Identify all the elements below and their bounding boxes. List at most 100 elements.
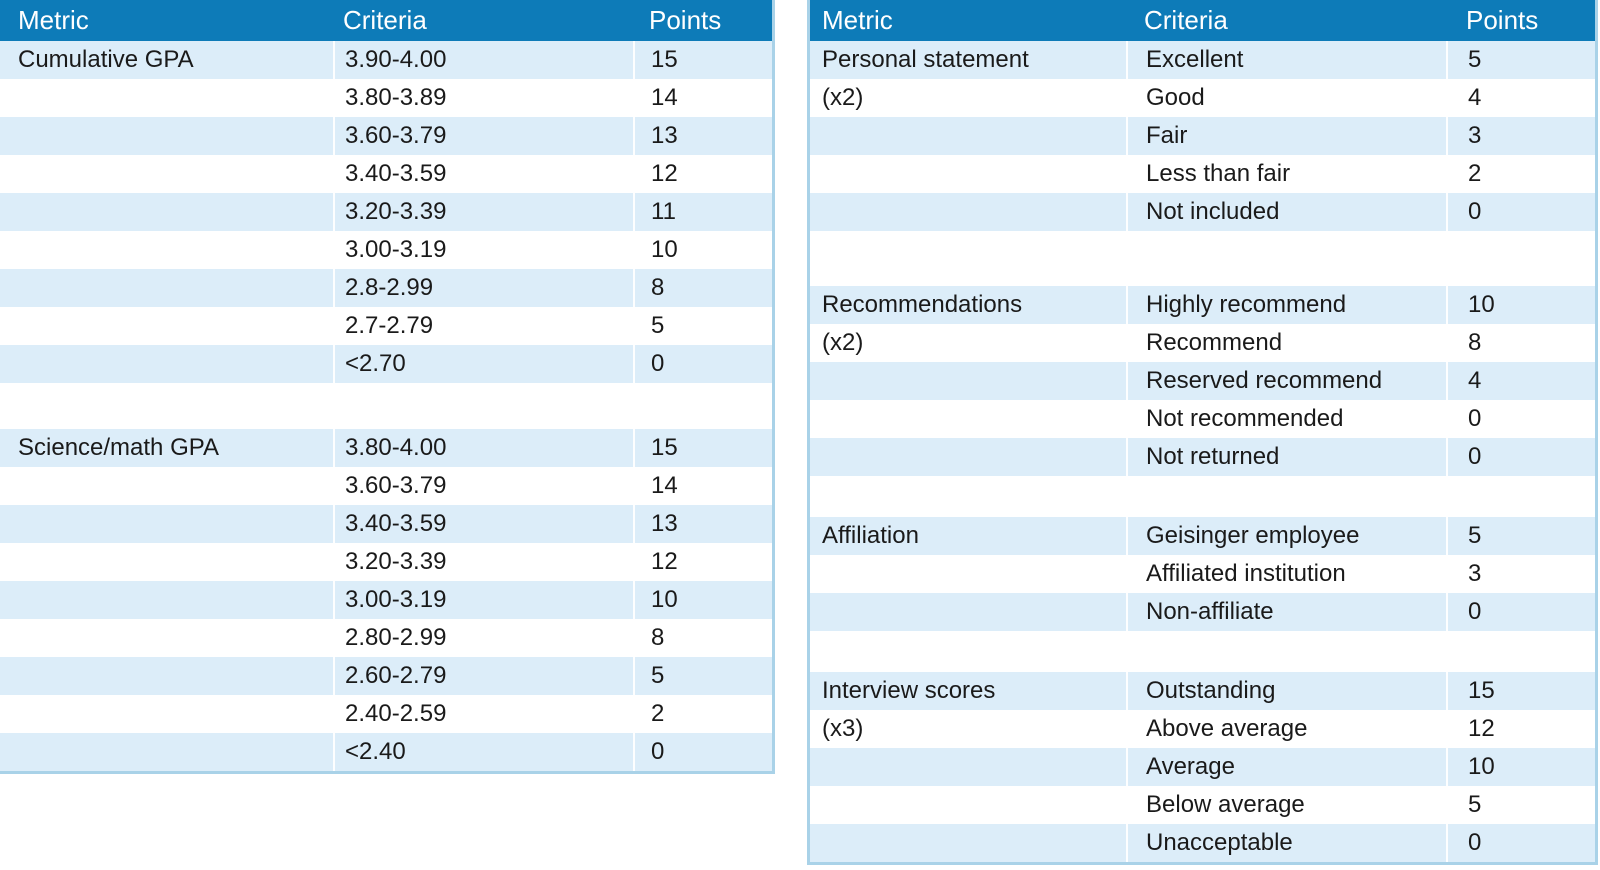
table-row: <2.70 0 [0, 345, 772, 383]
cell-points: 8 [1446, 324, 1595, 362]
header-cell-points: Points [649, 5, 722, 35]
table-row: Below average 5 [810, 786, 1595, 824]
cell-criteria: Geisinger employee [1126, 517, 1446, 555]
cell-points: 11 [633, 193, 772, 231]
cell-points: 12 [633, 155, 772, 193]
cell-points: 0 [633, 733, 772, 771]
cell-metric-empty [810, 193, 1126, 231]
table-row: 2.40-2.59 2 [0, 695, 772, 733]
table-row: 3.40-3.59 13 [0, 505, 772, 543]
cell-points: 5 [1446, 41, 1595, 79]
header-cell-metric: Metric [822, 5, 893, 35]
table-row: 3.80-3.89 14 [0, 79, 772, 117]
cell-points: 15 [633, 41, 772, 79]
cell-points: 5 [633, 657, 772, 695]
cell-metric-label: Affiliation [822, 522, 919, 549]
cell-points: 15 [633, 429, 772, 467]
table-row: Interview scores Outstanding 15 [810, 672, 1595, 710]
cell-metric-empty [0, 79, 333, 117]
cell-criteria: 2.60-2.79 [333, 657, 633, 695]
cell-criteria: 3.60-3.79 [333, 467, 633, 505]
cell-metric-multiplier: (x2) [822, 84, 864, 111]
cell-criteria: Fair [1126, 117, 1446, 155]
cell-metric-empty [0, 269, 333, 307]
cell-criteria: 3.40-3.59 [333, 155, 633, 193]
table-row: 2.80-2.99 8 [0, 619, 772, 657]
cell-criteria: 3.00-3.19 [333, 581, 633, 619]
cell-points: 14 [633, 79, 772, 117]
cell-metric-multiplier: (x3) [822, 715, 864, 742]
cell-metric-empty [810, 555, 1126, 593]
cell-criteria: Reserved recommend [1126, 362, 1446, 400]
cell-metric-empty [810, 362, 1126, 400]
cell-points: 5 [633, 307, 772, 345]
table-row: Fair 3 [810, 117, 1595, 155]
cell-points: 13 [633, 117, 772, 155]
cell-points: 8 [633, 269, 772, 307]
cell-criteria: 2.7-2.79 [333, 307, 633, 345]
table-row: Not returned 0 [810, 438, 1595, 476]
table-row: Not recommended 0 [810, 400, 1595, 438]
table-row: Cumulative GPA 3.90-4.00 15 [0, 41, 772, 79]
gpa-scoring-table: Metric Criteria Points Cumulative GPA 3.90-4… [0, 0, 775, 774]
cell-criteria: Less than fair [1126, 155, 1446, 193]
cell-criteria: 2.80-2.99 [333, 619, 633, 657]
cell-criteria: Not returned [1126, 438, 1446, 476]
cell-metric-empty [0, 695, 333, 733]
cell-criteria: Below average [1126, 786, 1446, 824]
table-row: 2.7-2.79 5 [0, 307, 772, 345]
cell-metric-label: Recommendations [822, 291, 1023, 318]
table-row: <2.40 0 [0, 733, 772, 771]
cell-points: 12 [1446, 710, 1595, 748]
cell-metric-empty [0, 231, 333, 269]
table-row: Average 10 [810, 748, 1595, 786]
table-row: 3.00-3.19 10 [0, 581, 772, 619]
cell-metric-empty [0, 117, 333, 155]
table-row: Affiliation Geisinger employee 5 [810, 517, 1595, 555]
section-spacer-row [0, 383, 772, 429]
table-row: (x3) Above average 12 [810, 710, 1595, 748]
cell-metric-label: Cumulative GPA [18, 46, 194, 73]
cell-metric-multiplier: (x2) [822, 329, 864, 356]
header-cell-criteria: Criteria [1144, 5, 1228, 35]
cell-points: 4 [1446, 79, 1595, 117]
table-row: 3.60-3.79 14 [0, 467, 772, 505]
cell-criteria: 2.40-2.59 [333, 695, 633, 733]
cell-metric-empty [810, 438, 1126, 476]
cell-criteria: 3.80-3.89 [333, 79, 633, 117]
cell-points: 0 [633, 345, 772, 383]
section-spacer-row [810, 231, 1595, 286]
table-row: Non-affiliate 0 [810, 593, 1595, 631]
cell-metric-empty [810, 748, 1126, 786]
header-cell-metric: Metric [18, 5, 89, 35]
cell-metric-empty [810, 786, 1126, 824]
cell-metric-empty [0, 505, 333, 543]
table-row: Not included 0 [810, 193, 1595, 231]
cell-metric-empty [0, 193, 333, 231]
cell-criteria: Outstanding [1126, 672, 1446, 710]
cell-criteria: <2.40 [333, 733, 633, 771]
table-row: 3.00-3.19 10 [0, 231, 772, 269]
cell-criteria: 3.60-3.79 [333, 117, 633, 155]
cell-criteria: 3.20-3.39 [333, 543, 633, 581]
cell-criteria: 2.8-2.99 [333, 269, 633, 307]
cell-points: 0 [1446, 400, 1595, 438]
cell-points: 13 [633, 505, 772, 543]
section-spacer-row [810, 476, 1595, 517]
cell-points: 3 [1446, 117, 1595, 155]
cell-metric-empty [0, 619, 333, 657]
cell-criteria: <2.70 [333, 345, 633, 383]
table-row: 3.60-3.79 13 [0, 117, 772, 155]
cell-points: 4 [1446, 362, 1595, 400]
cell-criteria: Affiliated institution [1126, 555, 1446, 593]
cell-points: 14 [633, 467, 772, 505]
table-row: 2.8-2.99 8 [0, 269, 772, 307]
cell-criteria: Not included [1126, 193, 1446, 231]
table-row: Less than fair 2 [810, 155, 1595, 193]
table-header-row: Metric Criteria Points [810, 0, 1595, 41]
cell-criteria: Non-affiliate [1126, 593, 1446, 631]
cell-criteria: Unacceptable [1126, 824, 1446, 862]
table-row: Affiliated institution 3 [810, 555, 1595, 593]
table-row: 3.20-3.39 11 [0, 193, 772, 231]
cell-criteria: 3.80-4.00 [333, 429, 633, 467]
